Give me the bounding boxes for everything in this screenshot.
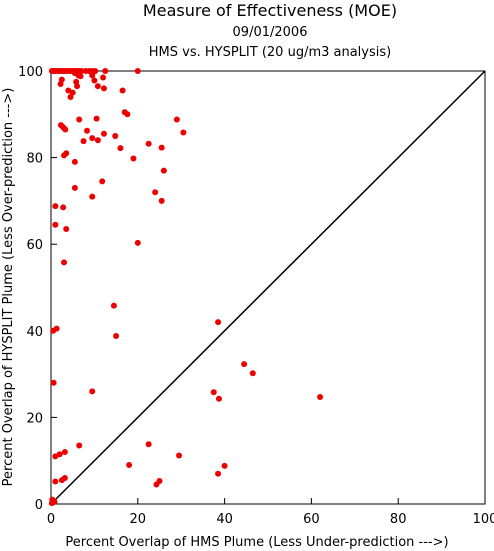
reference-line [50,70,486,505]
data-point [210,389,217,396]
data-point [84,127,91,134]
data-point [317,394,324,401]
y-axis-label: Percent Overlap of HYSPLIT Plume (Less O… [1,88,16,487]
data-point [134,239,141,246]
data-point [80,138,87,145]
data-point [158,144,165,151]
data-point [119,87,126,94]
x-axis-ticks: 0 20 40 60 80 100 [47,498,494,527]
data-point [63,226,70,233]
data-point [94,137,101,144]
data-point [112,132,119,139]
data-point [50,327,57,334]
data-point [100,85,107,92]
data-point [173,116,180,123]
data-point [91,77,98,84]
data-point [89,388,96,395]
data-point [215,470,222,477]
data-point [100,130,107,137]
data-point [134,68,141,74]
data-point [89,193,96,200]
data-points [48,68,324,507]
data-point [215,319,222,326]
y-tick-label: 0 [35,498,43,513]
data-point [160,167,167,174]
data-point [241,361,248,368]
data-point [110,302,117,309]
data-point [126,462,133,469]
data-point [102,68,109,74]
x-axis-label: Percent Overlap of HMS Plume (Less Under… [65,535,448,550]
data-point [58,477,65,484]
data-point [176,452,183,459]
chart-subtitle-analysis: HMS vs. HYSPLIT (20 ug/m3 analysis) [149,45,391,60]
data-point [89,72,96,79]
data-point [113,332,120,339]
data-point [130,155,137,162]
x-tick-label: 80 [390,512,407,527]
data-point [52,203,59,210]
data-point [249,370,256,377]
data-point [74,83,81,90]
data-point [50,379,57,386]
data-point [57,80,64,87]
data-point [61,152,68,159]
chart-subtitle-date: 09/01/2006 [233,25,308,40]
data-point [221,462,228,469]
y-tick-label: 40 [26,325,43,340]
data-point [52,453,59,460]
data-point [152,189,159,196]
data-point [89,135,96,142]
data-point [100,74,107,81]
data-point [94,83,101,90]
x-tick-label: 100 [473,512,494,527]
data-point [124,111,131,118]
data-point [60,204,67,211]
data-point [92,68,99,74]
x-tick-label: 0 [47,512,55,527]
data-point [78,68,85,74]
data-point [145,441,152,448]
x-tick-label: 60 [303,512,320,527]
data-point [99,178,106,185]
y-tick-label: 20 [26,411,43,426]
y-tick-label: 100 [18,65,43,80]
data-point [145,140,152,147]
data-point [61,259,68,266]
data-point [117,145,124,152]
data-point [71,158,78,165]
data-point [77,73,84,80]
x-tick-label: 40 [216,512,233,527]
data-point [93,115,100,122]
data-point [76,116,83,123]
data-point [52,478,59,485]
data-point [61,449,68,456]
data-point [48,500,55,507]
y-tick-label: 80 [26,152,43,167]
data-point [215,395,222,402]
plot-frame [50,70,486,505]
data-point [180,129,187,136]
chart-title: Measure of Effectiveness (MOE) [143,1,397,20]
data-point [71,184,78,191]
data-point [153,481,160,488]
data-point [76,442,83,449]
data-point [62,126,69,133]
data-point [158,197,165,204]
y-tick-label: 60 [26,238,43,253]
x-tick-label: 20 [130,512,147,527]
data-point [52,221,59,228]
data-point [67,93,74,100]
